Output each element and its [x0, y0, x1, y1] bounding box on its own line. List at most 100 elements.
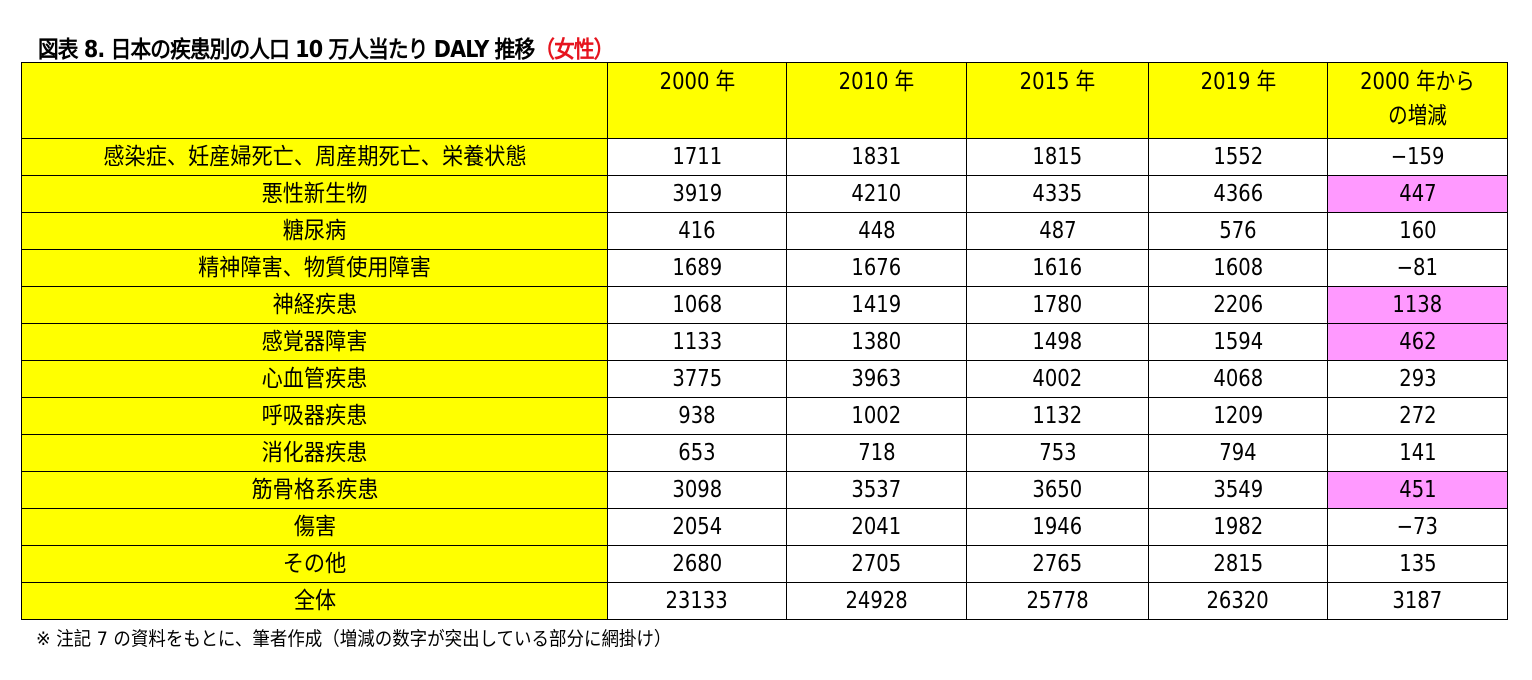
table-row: 感覚器障害 1133 1380 1498 1594 462	[21, 323, 1508, 361]
cell-2019: 576	[1148, 212, 1328, 250]
row-label: 悪性新生物	[21, 175, 608, 213]
table-row: 消化器疾患 653 718 753 794 141	[21, 434, 1508, 472]
cell-delta: 3187	[1327, 582, 1508, 620]
cell-delta: −159	[1327, 138, 1508, 176]
cell-2010: 1831	[786, 138, 967, 176]
row-label: 消化器疾患	[21, 434, 608, 472]
row-label: 神経疾患	[21, 286, 608, 324]
header-2019: 2019 年	[1148, 62, 1328, 139]
row-label: その他	[21, 545, 608, 583]
cell-2010: 4210	[786, 175, 967, 213]
cell-2015: 2765	[966, 545, 1149, 583]
cell-delta: 1138	[1327, 286, 1508, 324]
cell-2000: 938	[607, 397, 787, 435]
cell-delta: 272	[1327, 397, 1508, 435]
cell-2010: 1380	[786, 323, 967, 361]
source-note: ※ 注記 7 の資料をもとに、筆者作成（増減の数字が突出している部分に網掛け）	[36, 628, 672, 650]
header-category	[21, 62, 608, 139]
cell-delta: 451	[1327, 471, 1508, 509]
cell-2015: 25778	[966, 582, 1149, 620]
cell-delta: 135	[1327, 545, 1508, 583]
cell-2015: 487	[966, 212, 1149, 250]
cell-2000: 416	[607, 212, 787, 250]
table-row: 全体 23133 24928 25778 26320 3187	[21, 582, 1508, 620]
cell-2015: 1815	[966, 138, 1149, 176]
cell-2019: 2206	[1148, 286, 1328, 324]
cell-2010: 24928	[786, 582, 967, 620]
cell-delta: −73	[1327, 508, 1508, 546]
cell-2015: 4335	[966, 175, 1149, 213]
cell-2015: 1616	[966, 249, 1149, 287]
header-row: 2000 年 2010 年 2015 年 2019 年 2000 年から の増減	[21, 62, 1508, 139]
header-delta: 2000 年から の増減	[1327, 62, 1508, 139]
row-label: 心血管疾患	[21, 360, 608, 398]
cell-2000: 1133	[607, 323, 787, 361]
cell-2019: 1982	[1148, 508, 1328, 546]
figure-title-accent: （女性）	[534, 37, 614, 63]
table-row: 筋骨格系疾患 3098 3537 3650 3549 451	[21, 471, 1508, 509]
header-2015: 2015 年	[966, 62, 1149, 139]
cell-2000: 653	[607, 434, 787, 472]
cell-2000: 3098	[607, 471, 787, 509]
cell-2015: 1780	[966, 286, 1149, 324]
cell-2015: 1946	[966, 508, 1149, 546]
cell-2010: 1419	[786, 286, 967, 324]
cell-2019: 4366	[1148, 175, 1328, 213]
cell-delta: 160	[1327, 212, 1508, 250]
cell-delta: 293	[1327, 360, 1508, 398]
row-label: 感覚器障害	[21, 323, 608, 361]
cell-2010: 1676	[786, 249, 967, 287]
cell-2019: 1608	[1148, 249, 1328, 287]
table-row: 感染症、妊産婦死亡、周産期死亡、栄養状態 1711 1831 1815 1552 −159	[21, 138, 1508, 176]
row-label: 糖尿病	[21, 212, 608, 250]
cell-2015: 1498	[966, 323, 1149, 361]
cell-2000: 2680	[607, 545, 787, 583]
cell-2010: 1002	[786, 397, 967, 435]
figure-title: 図表 8. 日本の疾患別の人口 10 万人当たり DALY 推移（女性）	[38, 30, 614, 64]
table-row: 神経疾患 1068 1419 1780 2206 1138	[21, 286, 1508, 324]
cell-2010: 2041	[786, 508, 967, 546]
cell-2019: 1552	[1148, 138, 1328, 176]
cell-2000: 1068	[607, 286, 787, 324]
row-label: 感染症、妊産婦死亡、周産期死亡、栄養状態	[21, 138, 608, 176]
row-label: 傷害	[21, 508, 608, 546]
daly-table: 2000 年 2010 年 2015 年 2019 年 2000 年から の増減…	[21, 62, 1508, 620]
cell-delta: −81	[1327, 249, 1508, 287]
table-row: 悪性新生物 3919 4210 4335 4366 447	[21, 175, 1508, 213]
cell-delta: 141	[1327, 434, 1508, 472]
cell-2010: 718	[786, 434, 967, 472]
header-2000: 2000 年	[607, 62, 787, 139]
table-row: 心血管疾患 3775 3963 4002 4068 293	[21, 360, 1508, 398]
cell-2019: 2815	[1148, 545, 1328, 583]
cell-2000: 3919	[607, 175, 787, 213]
cell-2015: 4002	[966, 360, 1149, 398]
cell-2015: 1132	[966, 397, 1149, 435]
cell-2019: 1209	[1148, 397, 1328, 435]
table-row: 精神障害、物質使用障害 1689 1676 1616 1608 −81	[21, 249, 1508, 287]
cell-2000: 1689	[607, 249, 787, 287]
table-row: 傷害 2054 2041 1946 1982 −73	[21, 508, 1508, 546]
table-row: 糖尿病 416 448 487 576 160	[21, 212, 1508, 250]
figure-title-main: 図表 8. 日本の疾患別の人口 10 万人当たり DALY 推移	[38, 37, 535, 63]
row-label: 全体	[21, 582, 608, 620]
cell-2019: 4068	[1148, 360, 1328, 398]
row-label: 精神障害、物質使用障害	[21, 249, 608, 287]
cell-2000: 23133	[607, 582, 787, 620]
cell-2010: 448	[786, 212, 967, 250]
cell-2019: 794	[1148, 434, 1328, 472]
table-row: 呼吸器疾患 938 1002 1132 1209 272	[21, 397, 1508, 435]
cell-2010: 3537	[786, 471, 967, 509]
cell-2010: 2705	[786, 545, 967, 583]
cell-2015: 753	[966, 434, 1149, 472]
cell-2015: 3650	[966, 471, 1149, 509]
cell-2000: 3775	[607, 360, 787, 398]
row-label: 呼吸器疾患	[21, 397, 608, 435]
cell-2019: 1594	[1148, 323, 1328, 361]
cell-2000: 2054	[607, 508, 787, 546]
cell-2019: 26320	[1148, 582, 1328, 620]
cell-2010: 3963	[786, 360, 967, 398]
cell-2019: 3549	[1148, 471, 1328, 509]
cell-delta: 447	[1327, 175, 1508, 213]
header-2010: 2010 年	[786, 62, 967, 139]
table-row: その他 2680 2705 2765 2815 135	[21, 545, 1508, 583]
